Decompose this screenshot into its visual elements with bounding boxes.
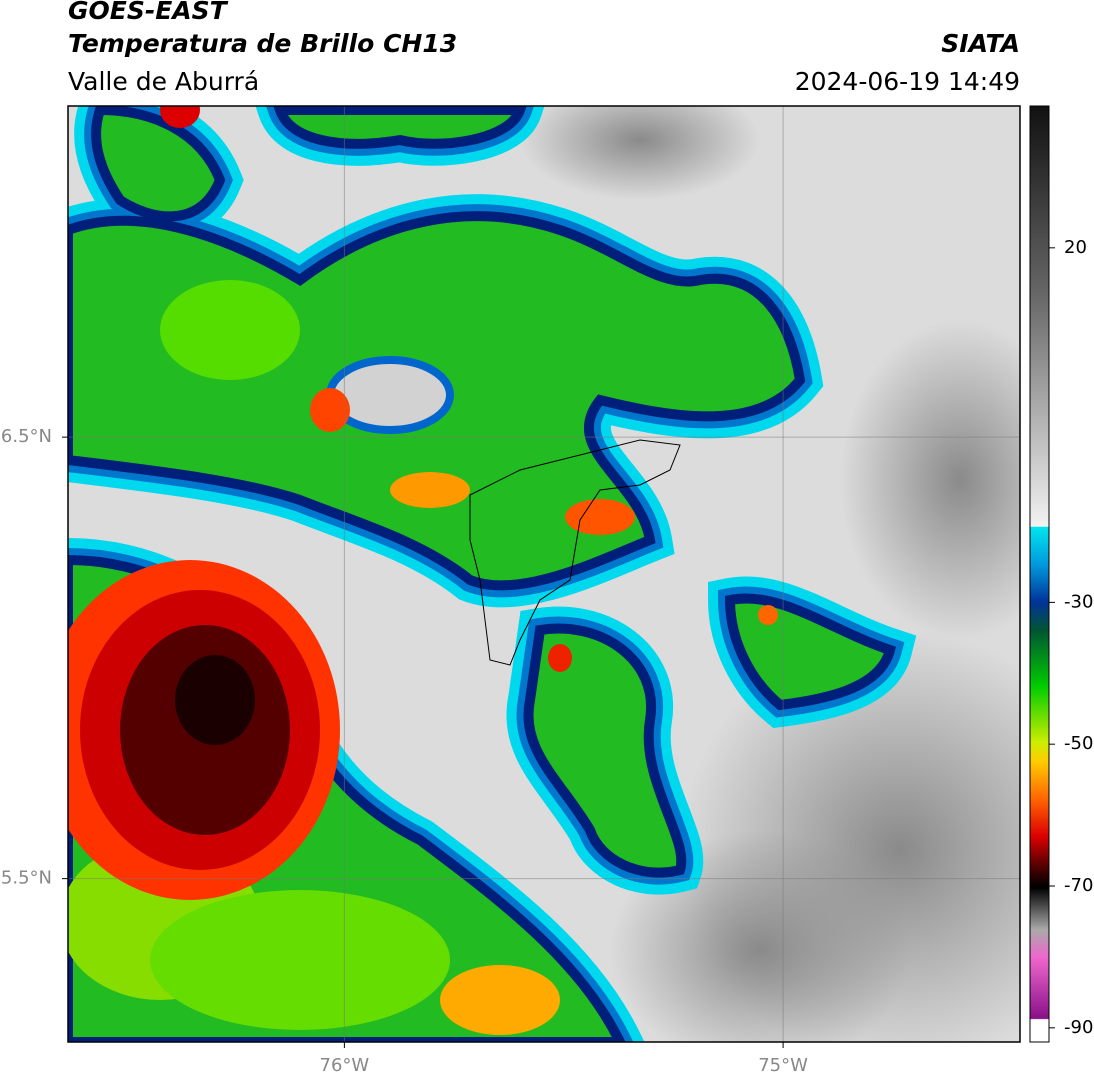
x-tick-label: 76°W (320, 1055, 370, 1076)
colorbar-tick-label: -70 (1064, 875, 1093, 896)
y-tick-label: 6.5°N (1, 426, 52, 447)
product: Temperatura de Brillo CH13 (68, 29, 457, 58)
satellite-image (68, 106, 1020, 1042)
y-tick-label: 5.5°N (1, 868, 52, 889)
timestamp: 2024-06-19 14:49 (795, 67, 1020, 96)
map-frame (67, 105, 1021, 1043)
graticule (68, 106, 1020, 1042)
colorbar-tick-label: -90 (1064, 1017, 1093, 1038)
satellite: GOES-EAST (68, 0, 229, 25)
colorbar-tick-label: -50 (1064, 733, 1093, 754)
source: SIATA (941, 29, 1020, 58)
region: Valle de Aburrá (68, 67, 259, 96)
x-tick-label: 75°W (758, 1055, 808, 1076)
colorbar-tick-label: 20 (1064, 237, 1087, 258)
colorbar-tick-label: -30 (1064, 591, 1093, 612)
colorbar (1029, 105, 1050, 1043)
